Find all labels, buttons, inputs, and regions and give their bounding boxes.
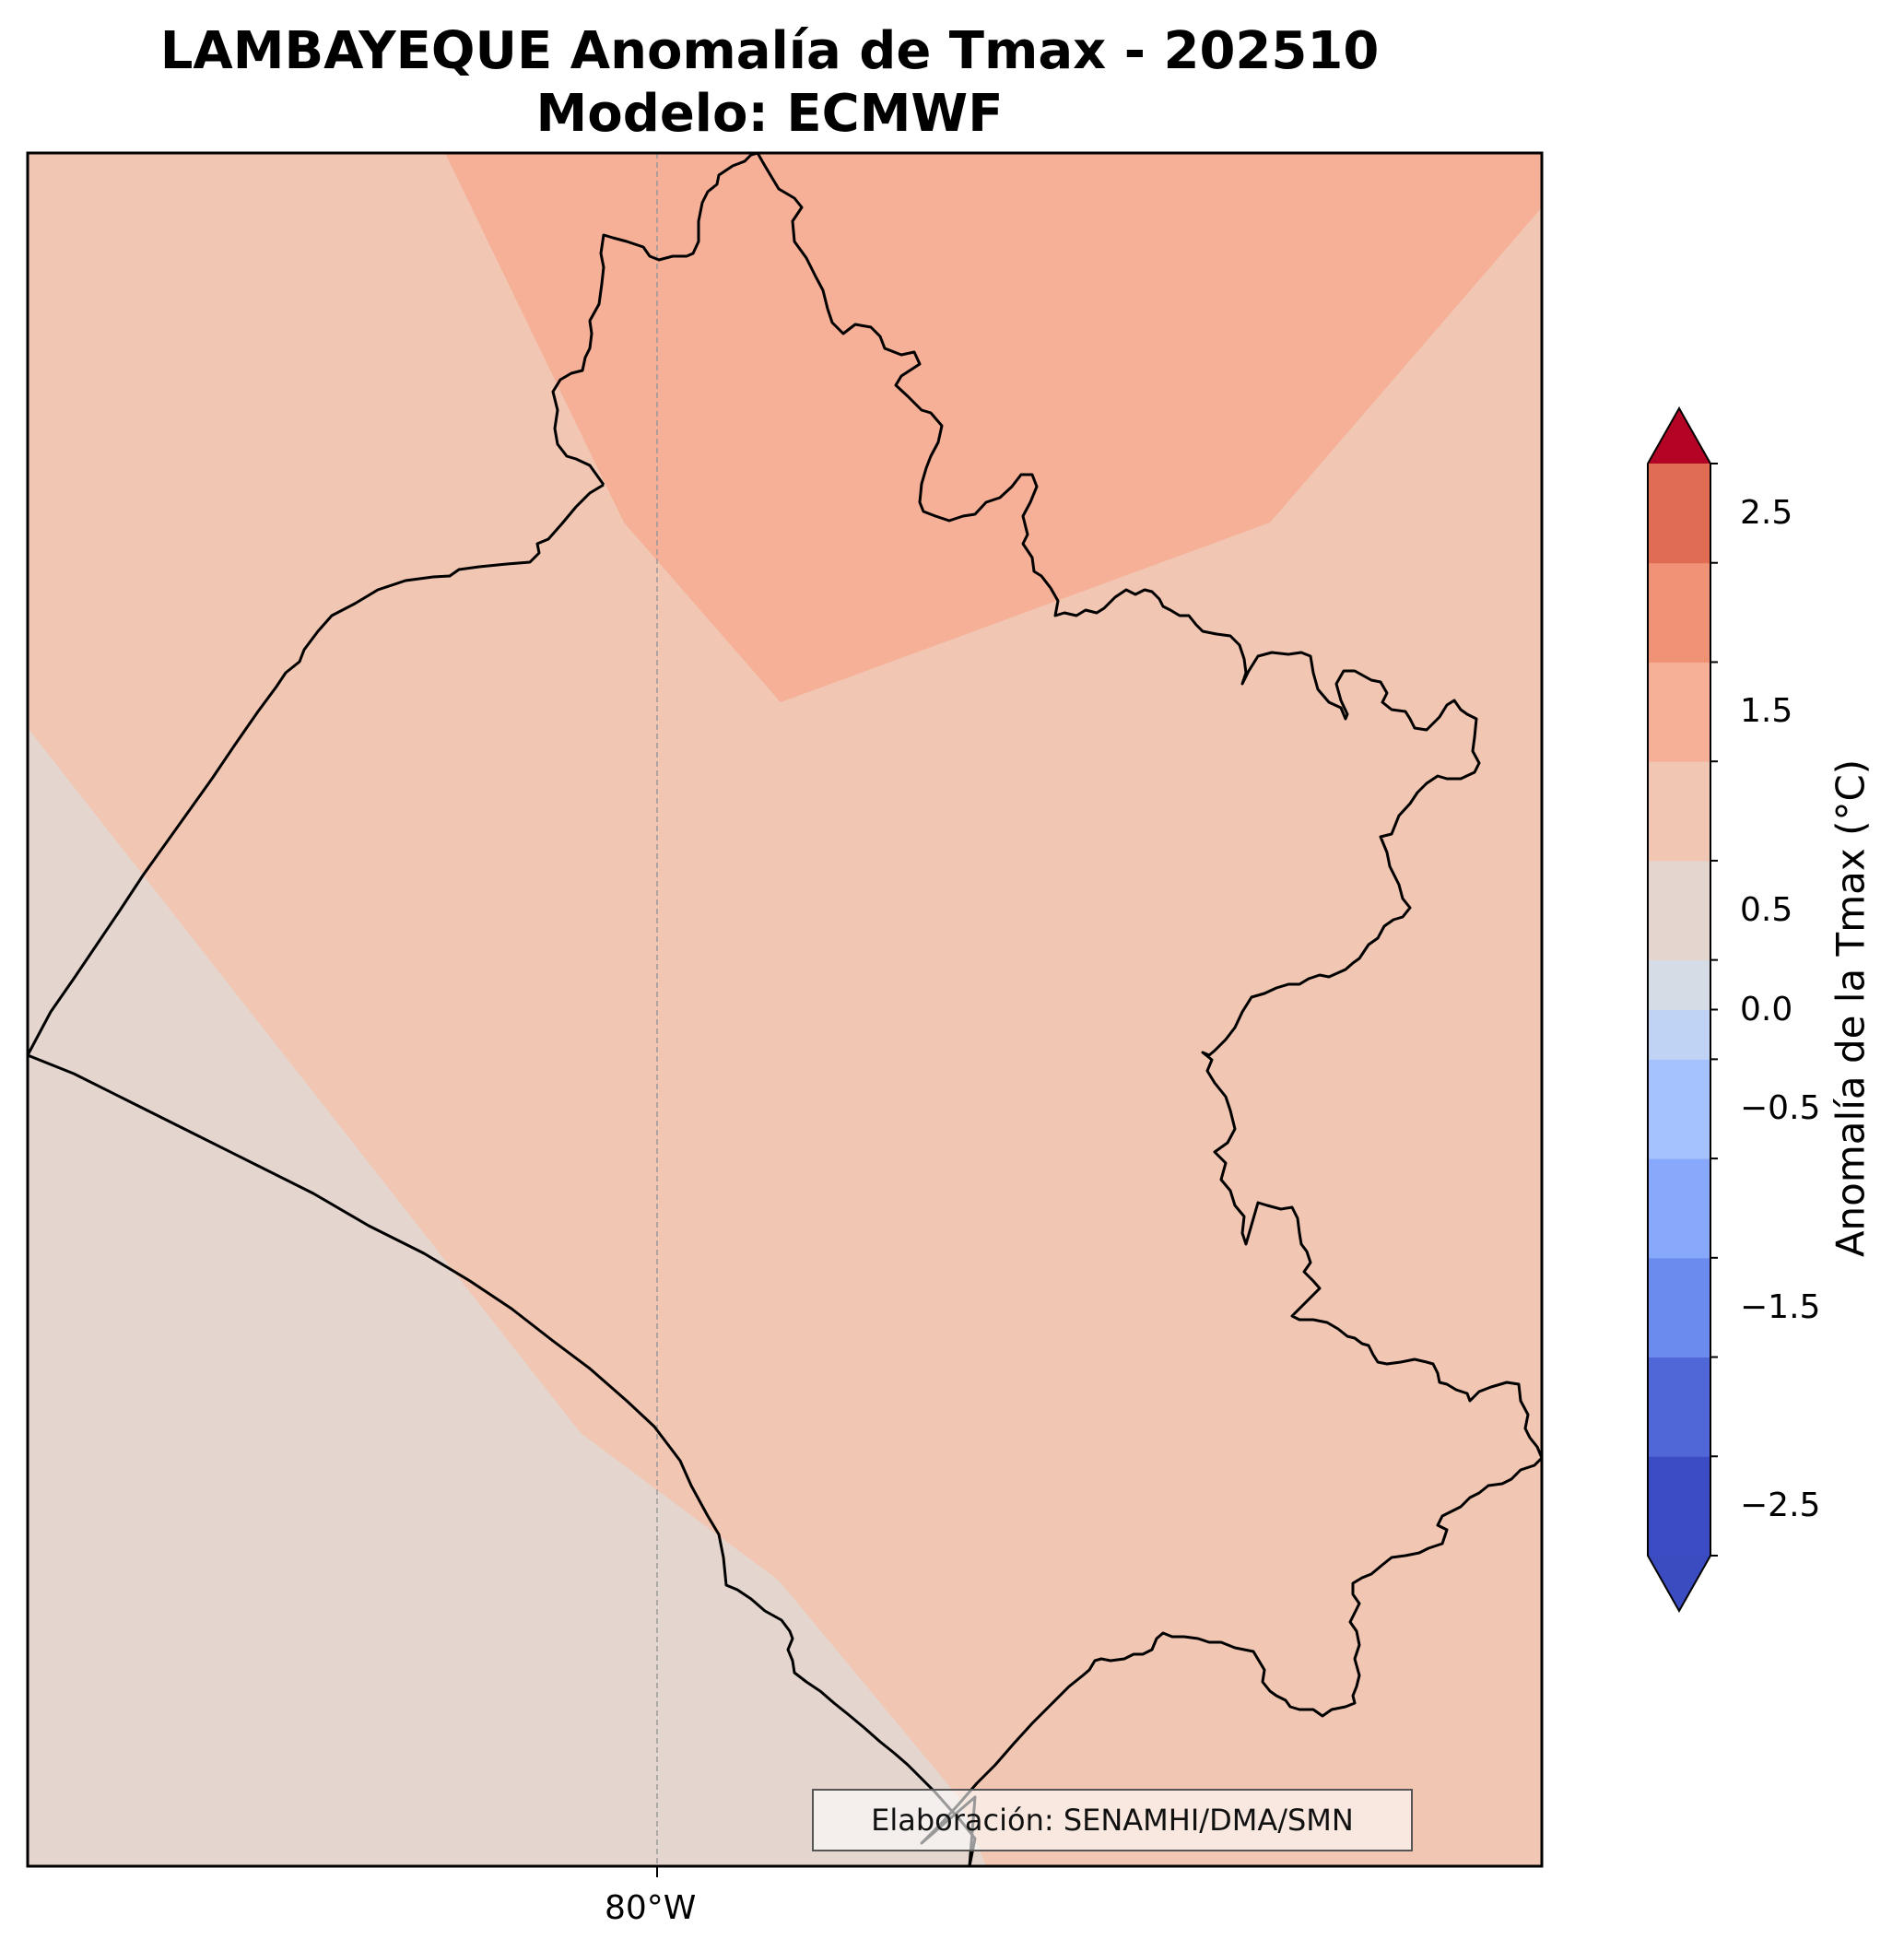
colorbar-tick-label: 2.5 <box>1740 493 1793 532</box>
colorbar-segment <box>1648 1059 1710 1159</box>
colorbar-segment <box>1648 1257 1710 1358</box>
colorbar-segment <box>1648 464 1710 564</box>
colorbar-extend-under <box>1648 1556 1710 1611</box>
colorbar-tick-label: 0.0 <box>1740 990 1793 1028</box>
colorbar-segment <box>1648 761 1710 862</box>
anomaly-zone-0.75-to-1.25 <box>445 153 1542 702</box>
colorbar-title-text: Anomalía de la Tmax (°C) <box>1828 758 1874 1258</box>
coastline <box>28 1053 977 1866</box>
colorbar-tick-label: −1.5 <box>1740 1287 1821 1326</box>
map-subtitle: Modelo: ECMWF <box>535 84 1004 144</box>
credit-box: Elaboración: SENAMHI/DMA/SMN <box>812 1789 1413 1851</box>
colorbar-segment <box>1648 860 1710 961</box>
colorbar-extend-over <box>1648 408 1710 464</box>
northwest-boundary <box>28 483 605 1056</box>
colorbar-segment <box>1648 662 1710 762</box>
colorbar-segment <box>1648 1009 1710 1060</box>
colorbar-tick-label: 1.5 <box>1740 692 1793 731</box>
colorbar-segment <box>1648 1456 1710 1557</box>
anomaly-zone-0-to-0.25 <box>28 728 986 1866</box>
region-boundary <box>756 153 1542 1866</box>
map-title: LAMBAYEQUE Anomalía de Tmax - 202510 <box>159 21 1380 81</box>
colorbar-segment <box>1648 1357 1710 1457</box>
longitude-label: 80°W <box>605 1889 697 1927</box>
colorbar-segment <box>1648 1158 1710 1259</box>
colorbar-tick-label: −2.5 <box>1740 1487 1821 1525</box>
colorbar-segment <box>1648 959 1710 1010</box>
colorbar-tick-label: 0.5 <box>1740 890 1793 929</box>
colorbar-tick-label: −0.5 <box>1740 1089 1821 1128</box>
colorbar-segment <box>1648 562 1710 663</box>
colorbar <box>1647 405 1718 1614</box>
northern-boundary <box>551 153 758 486</box>
map-frame <box>26 151 1544 1868</box>
